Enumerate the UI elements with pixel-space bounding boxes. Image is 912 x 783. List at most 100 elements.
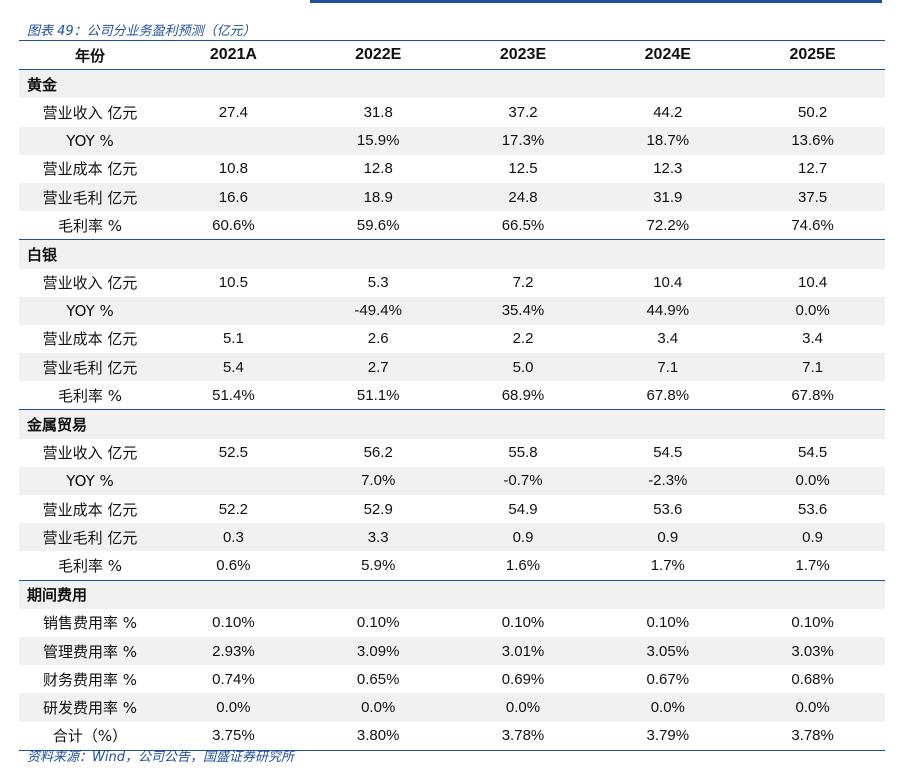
value-cell: 24.8 <box>450 182 596 212</box>
table-row: 营业毛利 亿元 5.4 2.7 5.0 7.1 7.1 <box>19 353 885 382</box>
table-row: 营业收入 亿元 52.5 56.2 55.8 54.5 54.5 <box>19 439 885 467</box>
value-cell: 50.2 <box>797 103 828 121</box>
value-cell: 52.9 <box>363 500 393 518</box>
table-row: 研发费用率 % 0.0% 0.0% 0.0% 0.0% 0.0% <box>19 693 885 722</box>
value-cell: 54.5 <box>797 444 828 462</box>
value-cell: 53.6 <box>653 500 683 518</box>
row-label: 管理费用率 % <box>19 636 161 666</box>
row-label: YOY % <box>19 126 161 155</box>
value-cell: 2.6 <box>367 330 389 348</box>
section-title: 金属贸易 <box>19 409 885 439</box>
value-cell: 15.9% <box>305 126 451 155</box>
table-row: 营业成本 亿元 52.2 52.9 54.9 53.6 53.6 <box>19 495 885 523</box>
value-cell: 0.65% <box>356 670 400 688</box>
value-cell: 2.93% <box>161 636 306 666</box>
value-cell: 0.0% <box>740 693 885 722</box>
value-cell: 12.7 <box>797 160 828 178</box>
table-row: 毛利率 % 51.4% 51.1% 68.9% 67.8% 67.8% <box>19 381 885 410</box>
value-cell: 2.2 <box>512 330 534 348</box>
value-cell: 18.9 <box>305 182 451 212</box>
value-cell: 72.2% <box>646 216 690 234</box>
value-cell: 0.0% <box>305 693 451 722</box>
year-header: 2024E <box>595 39 741 71</box>
value-cell: 0.69% <box>501 670 545 688</box>
value-cell: 53.6 <box>797 500 828 518</box>
value-cell: 27.4 <box>218 103 248 121</box>
year-header: 2023E <box>450 39 596 71</box>
value-cell: 31.9 <box>595 182 741 212</box>
value-cell: 54.5 <box>653 444 683 462</box>
value-cell: 3.78% <box>740 721 885 751</box>
value-cell: 3.09% <box>305 636 451 666</box>
value-cell: 0.74% <box>212 670 255 688</box>
table-row: YOY % 15.9% 17.3% 18.7% 13.6% <box>19 126 885 155</box>
row-label: 营业收入 亿元 <box>42 444 138 463</box>
value-cell: 3.05% <box>595 636 741 666</box>
value-cell: 7.1 <box>740 353 885 382</box>
section-title: 期间费用 <box>19 579 885 609</box>
row-label: 财务费用率 % <box>42 670 138 689</box>
value-cell: 5.0 <box>450 353 596 382</box>
row-label: 毛利率 % <box>57 386 123 405</box>
table-body: 黄金 营业收入 亿元 27.4 31.8 37.2 44.2 50.2 YOY % 15.9% 1… <box>19 69 885 751</box>
value-cell: 60.6% <box>212 216 255 234</box>
value-cell: 3.4 <box>657 330 679 348</box>
value-cell: 13.6% <box>740 126 885 155</box>
top-rule <box>310 0 882 3</box>
value-cell: 0.0% <box>161 693 306 722</box>
value-cell: 66.5% <box>501 216 545 234</box>
year-header: 2025E <box>740 39 885 71</box>
value-cell: 51.1% <box>356 386 400 404</box>
header-label: 年份 <box>19 39 161 71</box>
row-label: 合计（%） <box>19 721 161 751</box>
value-cell: 10.8 <box>218 160 248 178</box>
value-cell: 5.4 <box>161 353 306 382</box>
value-cell: 5.3 <box>367 274 389 292</box>
value-cell: 3.01% <box>450 636 596 666</box>
value-cell: -2.3% <box>595 466 741 495</box>
value-cell: 0.9 <box>595 523 741 552</box>
section-header-row: 期间费用 <box>19 579 885 609</box>
value-cell: 37.5 <box>740 182 885 212</box>
table-row: 合计（%） 3.75% 3.80% 3.78% 3.79% 3.78% <box>19 721 885 751</box>
value-cell: 3.79% <box>595 721 741 751</box>
value-cell: 44.2 <box>653 103 683 121</box>
value-cell: 52.2 <box>218 500 248 518</box>
value-cell: 5.1 <box>222 330 244 348</box>
value-cell: 37.2 <box>508 103 538 121</box>
value-cell: 55.8 <box>508 444 538 462</box>
forecast-table: 年份 2021A 2022E 2023E 2024E 2025E 黄金营业收入 … <box>19 39 885 751</box>
value-cell: 10.5 <box>218 274 248 292</box>
value-cell: 59.6% <box>356 216 400 234</box>
value-cell: 74.6% <box>791 216 834 234</box>
value-cell: 12.8 <box>363 160 393 178</box>
value-cell: 0.0% <box>740 296 885 325</box>
value-cell: 67.8% <box>646 386 690 404</box>
value-cell: 12.5 <box>508 160 538 178</box>
value-cell: 16.6 <box>161 182 306 212</box>
value-cell: 7.2 <box>512 274 534 292</box>
value-cell: 1.6% <box>505 556 541 574</box>
value-cell: 10.4 <box>797 274 828 292</box>
table-row: YOY % 7.0% -0.7% -2.3% 0.0% <box>19 466 885 495</box>
row-label: 销售费用率 % <box>42 614 138 633</box>
table-row: 财务费用率 % 0.74% 0.65% 0.69% 0.67% 0.68% <box>19 665 885 693</box>
value-cell: 2.7 <box>305 353 451 382</box>
value-cell <box>161 296 306 325</box>
row-label: 营业毛利 亿元 <box>19 353 161 382</box>
value-cell: 56.2 <box>363 444 393 462</box>
value-cell: -0.7% <box>450 466 596 495</box>
table-row: 营业成本 亿元 5.1 2.6 2.2 3.4 3.4 <box>19 325 885 353</box>
value-cell: 3.75% <box>161 721 306 751</box>
header-row: 年份 2021A 2022E 2023E 2024E 2025E <box>19 39 885 71</box>
row-label: 营业毛利 亿元 <box>19 182 161 212</box>
value-cell: 0.10% <box>501 614 545 632</box>
section-header-row: 黄金 <box>19 69 885 99</box>
value-cell: 31.8 <box>363 103 393 121</box>
value-cell: 3.03% <box>740 636 885 666</box>
value-cell: 17.3% <box>450 126 596 155</box>
row-label: 毛利率 % <box>57 556 123 575</box>
row-label: YOY % <box>19 296 161 325</box>
value-cell: 12.3 <box>653 160 683 178</box>
row-label: 毛利率 % <box>57 216 123 235</box>
